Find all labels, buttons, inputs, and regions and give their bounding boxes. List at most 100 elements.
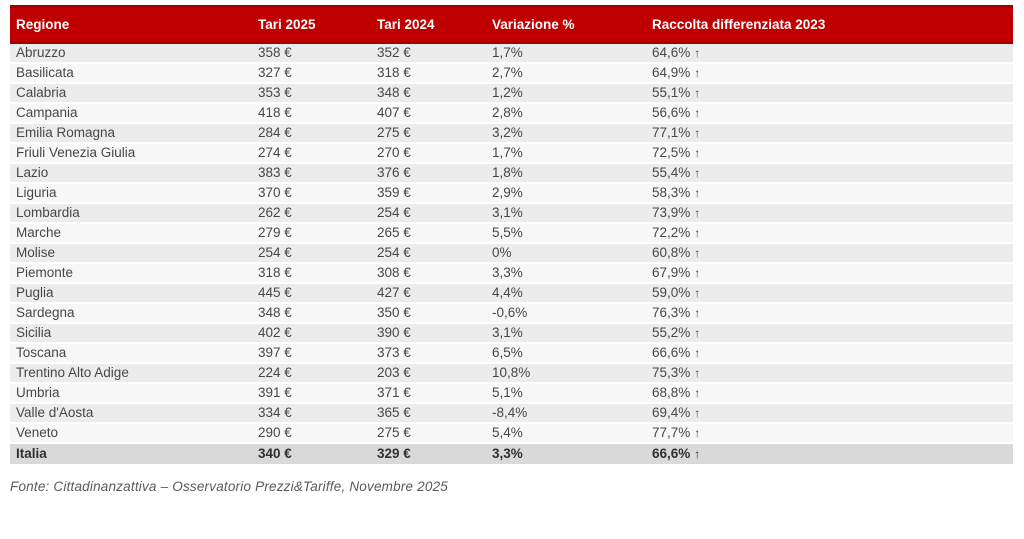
trend-up-icon: ↑ (694, 66, 701, 80)
trend-up-icon: ↑ (694, 266, 701, 280)
variazione-cell: 3,1% (492, 325, 523, 340)
variazione-cell: 3,2% (492, 125, 523, 140)
table-row: Toscana 397 € 373 € 6,5% 66,6% ↑ (10, 342, 1013, 363)
variazione-cell: 4,4% (492, 285, 523, 300)
header-tari-2024: Tari 2024 (371, 5, 486, 44)
tari-2024-cell: 407 € (377, 105, 411, 120)
tari-2024-cell: 390 € (377, 325, 411, 340)
region-cell: Campania (16, 105, 78, 120)
raccolta-cell: 64,6% ↑ (652, 45, 701, 61)
tari-2025-cell: 348 € (258, 305, 292, 320)
tari-2025-cell: 397 € (258, 345, 292, 360)
table-row: Italia 340 € 329 € 3,3% 66,6% ↑ (10, 442, 1013, 465)
table-row: Umbria 391 € 371 € 5,1% 68,8% ↑ (10, 382, 1013, 403)
trend-up-icon: ↑ (694, 166, 701, 180)
tari-2024-cell: 427 € (377, 285, 411, 300)
source-note: Fonte: Cittadinanzattiva – Osservatorio … (10, 478, 449, 494)
variazione-cell: 3,3% (492, 446, 523, 461)
region-cell: Italia (16, 446, 47, 461)
raccolta-cell: 55,2% ↑ (652, 325, 701, 340)
tari-2024-cell: 308 € (377, 265, 411, 280)
tari-table-container: Regione Tari 2025 Tari 2024 Variazione %… (10, 5, 1013, 465)
tari-2024-cell: 275 € (377, 125, 411, 140)
variazione-cell: 1,7% (492, 145, 523, 160)
tari-2025-cell: 254 € (258, 245, 292, 260)
raccolta-cell: 56,6% ↑ (652, 105, 701, 120)
region-cell: Abruzzo (16, 45, 66, 61)
trend-up-icon: ↑ (694, 366, 701, 380)
tari-2025-cell: 418 € (258, 105, 292, 120)
raccolta-cell: 69,4% ↑ (652, 405, 701, 420)
tari-2025-cell: 279 € (258, 225, 292, 240)
raccolta-cell: 67,9% ↑ (652, 265, 701, 280)
raccolta-cell: 59,0% ↑ (652, 285, 701, 300)
tari-2024-cell: 275 € (377, 425, 411, 440)
tari-2024-cell: 352 € (377, 45, 411, 61)
table-row: Valle d'Aosta 334 € 365 € -8,4% 69,4% ↑ (10, 402, 1013, 423)
variazione-cell: -8,4% (492, 405, 528, 420)
tari-2025-cell: 274 € (258, 145, 292, 160)
table-row: Trentino Alto Adige 224 € 203 € 10,8% 75… (10, 362, 1013, 383)
tari-2025-cell: 284 € (258, 125, 292, 140)
raccolta-cell: 72,2% ↑ (652, 225, 701, 240)
tari-2024-cell: 203 € (377, 365, 411, 380)
variazione-cell: 2,9% (492, 185, 523, 200)
region-cell: Marche (16, 225, 62, 240)
table-row: Molise 254 € 254 € 0% 60,8% ↑ (10, 242, 1013, 263)
table-row: Puglia 445 € 427 € 4,4% 59,0% ↑ (10, 282, 1013, 303)
raccolta-cell: 76,3% ↑ (652, 305, 701, 320)
raccolta-cell: 55,4% ↑ (652, 165, 701, 180)
trend-up-icon: ↑ (694, 286, 701, 300)
variazione-cell: 10,8% (492, 365, 531, 380)
variazione-cell: 1,7% (492, 45, 523, 61)
trend-up-icon: ↑ (694, 306, 701, 320)
table-row: Veneto 290 € 275 € 5,4% 77,7% ↑ (10, 422, 1013, 443)
header-tari-2025: Tari 2025 (252, 5, 371, 44)
region-cell: Liguria (16, 185, 57, 200)
header-raccolta-differenziata: Raccolta differenziata 2023 (646, 5, 1013, 44)
region-cell: Lazio (16, 165, 49, 180)
variazione-cell: 2,7% (492, 65, 523, 80)
tari-2025-cell: 224 € (258, 365, 292, 380)
trend-up-icon: ↑ (694, 406, 701, 420)
tari-2025-cell: 445 € (258, 285, 292, 300)
tari-2024-cell: 318 € (377, 65, 411, 80)
tari-2024-cell: 373 € (377, 345, 411, 360)
region-cell: Sardegna (16, 305, 75, 320)
table-row: Marche 279 € 265 € 5,5% 72,2% ↑ (10, 222, 1013, 243)
table-row: Abruzzo 358 € 352 € 1,7% 64,6% ↑ (10, 42, 1013, 63)
trend-up-icon: ↑ (694, 146, 701, 160)
table-row: Campania 418 € 407 € 2,8% 56,6% ↑ (10, 102, 1013, 123)
tari-2024-cell: 270 € (377, 145, 411, 160)
variazione-cell: 1,8% (492, 165, 523, 180)
raccolta-cell: 66,6% ↑ (652, 446, 701, 461)
trend-up-icon: ↑ (694, 226, 701, 240)
variazione-cell: 2,8% (492, 105, 523, 120)
table-body: Abruzzo 358 € 352 € 1,7% 64,6% ↑ Basilica… (10, 42, 1013, 465)
table-row: Emilia Romagna 284 € 275 € 3,2% 77,1% ↑ (10, 122, 1013, 143)
table-row: Calabria 353 € 348 € 1,2% 55,1% ↑ (10, 82, 1013, 103)
table-row: Liguria 370 € 359 € 2,9% 58,3% ↑ (10, 182, 1013, 203)
table-row: Sicilia 402 € 390 € 3,1% 55,2% ↑ (10, 322, 1013, 343)
region-cell: Umbria (16, 385, 60, 400)
trend-up-icon: ↑ (694, 246, 701, 260)
tari-2024-cell: 348 € (377, 85, 411, 100)
tari-2024-cell: 359 € (377, 185, 411, 200)
region-cell: Piemonte (16, 265, 74, 280)
tari-2024-cell: 265 € (377, 225, 411, 240)
region-cell: Puglia (16, 285, 54, 300)
tari-2025-cell: 358 € (258, 45, 292, 61)
variazione-cell: 0% (492, 245, 512, 260)
trend-up-icon: ↑ (694, 126, 701, 140)
region-cell: Emilia Romagna (16, 125, 116, 140)
header-variazione: Variazione % (486, 5, 646, 44)
header-regione: Regione (10, 5, 252, 44)
tari-2024-cell: 254 € (377, 205, 411, 220)
variazione-cell: 3,3% (492, 265, 523, 280)
raccolta-cell: 77,7% ↑ (652, 425, 701, 440)
trend-up-icon: ↑ (694, 206, 701, 220)
trend-up-icon: ↑ (694, 447, 701, 461)
raccolta-cell: 77,1% ↑ (652, 125, 701, 140)
raccolta-cell: 64,9% ↑ (652, 65, 701, 80)
region-cell: Trentino Alto Adige (16, 365, 129, 380)
